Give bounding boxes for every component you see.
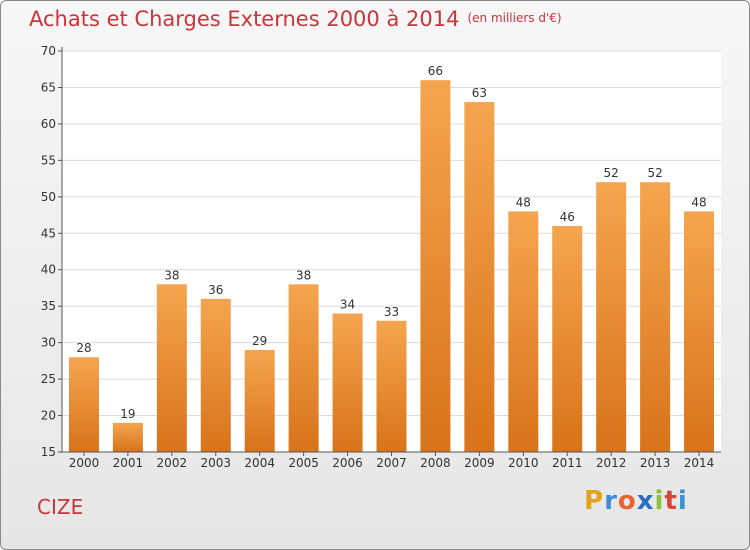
y-tick-label: 50 [41,190,56,204]
bar-2003 [200,298,231,452]
bar-2013 [640,182,671,452]
bar-value-label: 28 [76,341,91,355]
y-tick-label: 35 [41,299,56,313]
logo-letter: i [654,486,665,516]
y-tick-label: 15 [41,445,56,459]
logo-letter: P [584,486,605,516]
bar-value-label: 63 [472,86,487,100]
y-tick-label: 30 [41,336,56,350]
y-tick-label: 20 [41,409,56,423]
chart-title: Achats et Charges Externes 2000 à 2014 (e… [29,7,562,31]
x-tick-label: 2007 [376,456,407,470]
bar-value-label: 19 [120,407,135,421]
x-tick-label: 2002 [157,456,188,470]
bar-value-label: 52 [604,166,619,180]
bar-2011 [552,225,583,452]
logo-letter: o [617,486,637,516]
bar-2007 [376,320,407,452]
bar-2010 [508,211,539,452]
x-tick-label: 2005 [288,456,319,470]
logo-letter: x [636,486,655,516]
bar-value-label: 29 [252,334,267,348]
x-tick-label: 2008 [420,456,451,470]
bar-value-label: 38 [164,268,179,282]
x-tick-label: 2014 [684,456,715,470]
bar-2000 [68,357,99,452]
x-tick-label: 2011 [552,456,583,470]
bar-2006 [332,313,363,452]
bar-value-label: 48 [691,195,706,209]
y-tick-label: 25 [41,372,56,386]
x-tick-label: 2001 [113,456,144,470]
y-tick-label: 45 [41,226,56,240]
bar-2002 [156,284,187,452]
logo-letter: r [604,486,618,516]
bar-value-label: 34 [340,297,355,311]
x-tick-label: 2003 [200,456,231,470]
bar-layer: 28 19 38 36 29 38 34 33 66 63 48 46 52 52 48 [68,64,715,452]
y-tick-label: 60 [41,117,56,131]
place-name: CIZE [37,495,84,519]
logo-letter: i [677,486,688,516]
bar-value-label: 46 [560,210,575,224]
bar-value-label: 66 [428,64,443,78]
y-tick-label: 70 [41,44,56,58]
axis-layer: 15 20 25 30 35 40 45 50 55 60 65 70 2000 2001 2002 2003… [41,44,721,470]
logo-letter: t [664,486,678,516]
bar-2014 [684,211,715,452]
bar-2008 [420,80,451,452]
y-tick-label: 65 [41,80,56,94]
chart-subtitle: (en milliers d'€) [467,11,562,25]
bar-2004 [244,349,275,452]
x-tick-label: 2009 [464,456,495,470]
x-tick-label: 2006 [332,456,363,470]
x-tick-label: 2012 [596,456,627,470]
bar-2005 [288,284,319,452]
x-tick-label: 2010 [508,456,539,470]
x-tick-label: 2000 [69,456,100,470]
proxiti-logo: Proxiti [584,486,688,516]
bar-2012 [596,182,627,452]
bar-value-label: 36 [208,283,223,297]
bar-value-label: 33 [384,305,399,319]
x-tick-label: 2013 [640,456,671,470]
bar-2009 [464,102,495,452]
bar-value-label: 52 [647,166,662,180]
y-tick-label: 40 [41,263,56,277]
x-tick-label: 2004 [244,456,275,470]
bar-value-label: 38 [296,268,311,282]
y-tick-label: 55 [41,153,56,167]
chart-title-text: Achats et Charges Externes 2000 à 2014 [29,7,460,31]
bar-value-label: 48 [516,195,531,209]
bar-2001 [112,422,143,452]
